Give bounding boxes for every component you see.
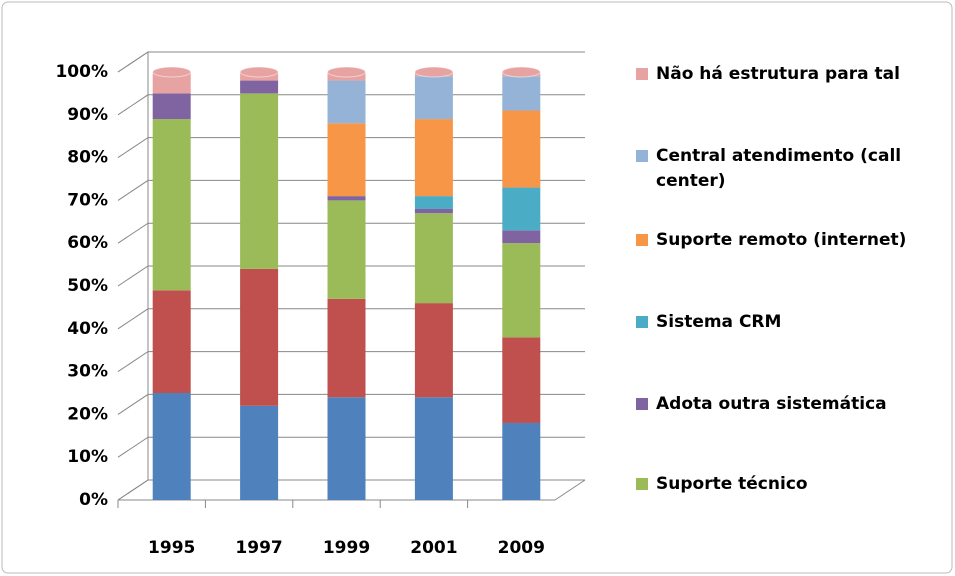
y-tick-label: 70%: [67, 190, 108, 210]
x-tick-label: 2009: [498, 538, 545, 558]
y-tick-label: 100%: [55, 62, 108, 82]
bar-segment: [414, 196, 453, 209]
bar-segment: [152, 72, 191, 94]
y-tick-label: 30%: [67, 362, 108, 382]
bar-segment: [414, 303, 453, 398]
legend-item: Suporte técnico: [636, 472, 936, 497]
y-tick-label: 90%: [67, 105, 108, 125]
bar-segment: [502, 337, 541, 423]
legend-swatch: [636, 150, 648, 162]
legend-swatch: [636, 316, 648, 328]
bar-segment: [502, 422, 541, 500]
bar-cap: [239, 66, 279, 78]
x-tick-label: 2001: [410, 538, 457, 558]
x-tick-label: 1999: [323, 538, 370, 558]
legend-item: Suporte remoto (internet): [636, 228, 936, 253]
bar-segment: [414, 208, 453, 214]
legend-swatch: [636, 398, 648, 410]
bar-segment: [414, 213, 453, 304]
bar-segment: [240, 93, 279, 269]
bar-segment: [152, 393, 191, 500]
legend-label: Adota outra sistemática: [656, 394, 887, 414]
bar-segment: [414, 119, 453, 197]
legend-swatch: [636, 478, 648, 490]
legend-label: Central atendimento (call center): [656, 146, 902, 191]
bar-segment: [414, 397, 453, 500]
x-axis-depth: [554, 479, 586, 501]
bar-segment: [152, 290, 191, 393]
bar-cap: [501, 66, 541, 78]
x-tick-label: 1997: [235, 538, 282, 558]
bar-segment: [327, 200, 366, 299]
bar-segment: [502, 187, 541, 231]
bar-cap: [414, 66, 454, 78]
y-tick-label: 50%: [67, 276, 108, 296]
legend-swatch: [636, 68, 648, 80]
bar-segment: [502, 230, 541, 244]
legend-label: Não há estrutura para tal: [656, 64, 900, 84]
bar-segment: [240, 268, 279, 406]
bar-segment: [327, 298, 366, 398]
y-tick-label: 0%: [79, 490, 108, 510]
legend-item: Não há estrutura para tal: [636, 62, 936, 87]
grid-line: [117, 51, 585, 73]
x-tick-label: 1995: [148, 538, 195, 558]
legend-item: Central atendimento (call center): [636, 144, 936, 194]
legend-item: Adota outra sistemática: [636, 392, 936, 417]
bar-segment: [327, 196, 366, 201]
bar-segment: [327, 123, 366, 197]
bar-segment: [502, 243, 541, 338]
bar-cap: [152, 66, 192, 78]
bar-segment: [240, 80, 279, 94]
bar-segment: [152, 93, 191, 120]
bar-segment: [502, 76, 541, 111]
y-tick-label: 40%: [67, 319, 108, 339]
legend-label: Suporte técnico: [656, 474, 808, 494]
y-tick-label: 60%: [67, 233, 108, 253]
bar-segment: [327, 80, 366, 124]
legend-label: Suporte remoto (internet): [656, 230, 907, 250]
y-tick-label: 80%: [67, 148, 108, 168]
bar-segment: [240, 405, 279, 500]
legend-label: Sistema CRM: [656, 312, 782, 332]
bar-segment: [414, 76, 453, 120]
bar-segment: [152, 119, 191, 291]
bar-cap: [327, 66, 366, 78]
y-tick-label: 10%: [67, 447, 108, 467]
legend-item: Sistema CRM: [636, 310, 936, 335]
legend-swatch: [636, 234, 648, 246]
bar-segment: [502, 110, 541, 188]
bar-segment: [327, 397, 366, 500]
y-tick-label: 20%: [67, 404, 108, 424]
